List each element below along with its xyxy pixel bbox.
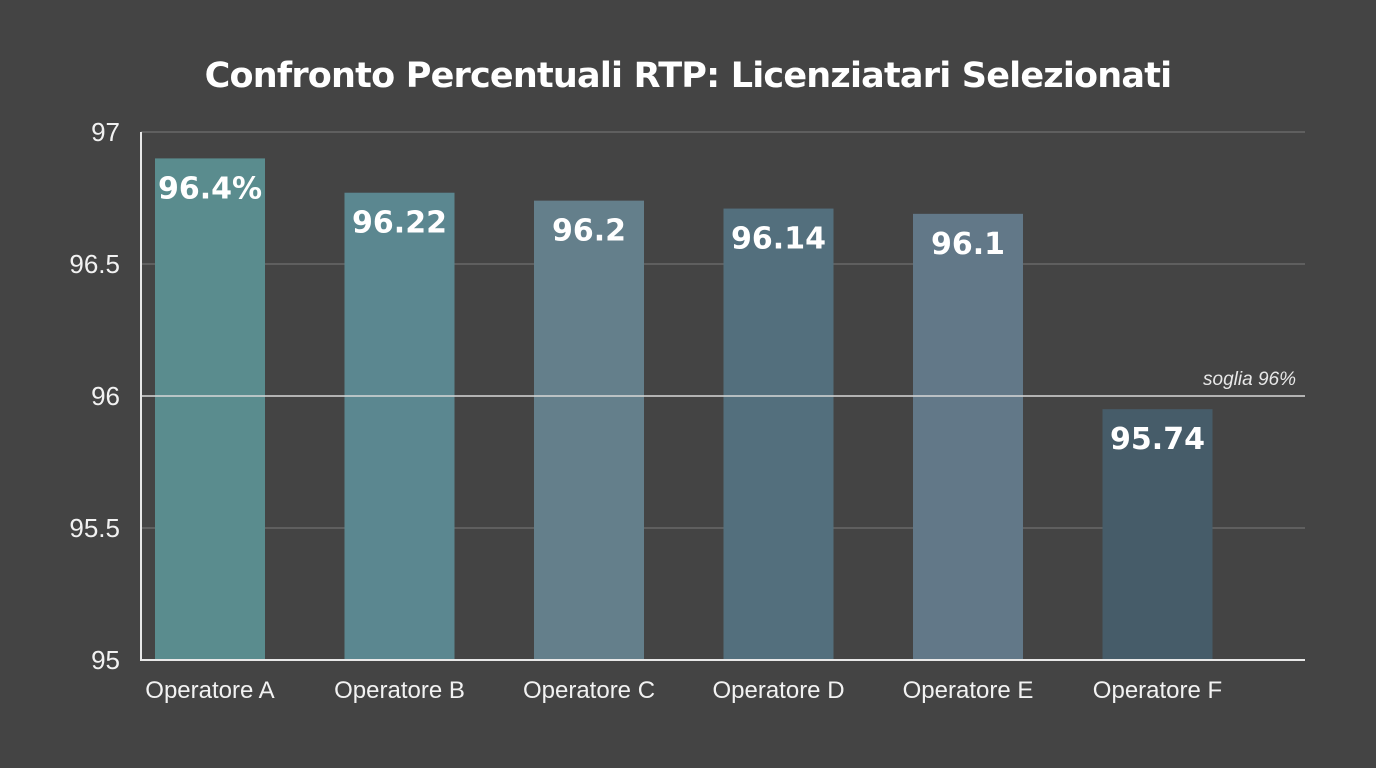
- bar: [534, 200, 644, 660]
- y-tick-label: 96: [91, 381, 120, 411]
- bar: [723, 208, 834, 660]
- bar: [155, 158, 265, 660]
- bar-value-label: 96.4%: [158, 171, 262, 206]
- bar: [1102, 409, 1213, 660]
- x-tick-label: Operatore D: [712, 677, 844, 704]
- x-tick-label: Operatore B: [334, 677, 465, 704]
- bar-value-label: 96.22: [352, 206, 447, 241]
- bar-value-label: 96.1: [931, 227, 1005, 262]
- bar-value-label: 96.2: [552, 214, 626, 249]
- bar-value-label: 95.74: [1110, 422, 1205, 457]
- threshold-label: soglia 96%: [1203, 369, 1296, 390]
- y-tick-label: 97: [91, 117, 120, 147]
- x-tick-label: Operatore C: [523, 677, 655, 704]
- x-tick-label: Operatore A: [145, 677, 274, 704]
- x-tick-label: Operatore E: [903, 677, 1034, 704]
- y-tick-label: 95.5: [69, 513, 120, 543]
- y-tick-label: 95: [91, 645, 120, 675]
- bar-value-label: 96.14: [731, 222, 826, 257]
- y-tick-label: 96.5: [69, 249, 120, 279]
- bar: [913, 213, 1023, 660]
- x-tick-label: Operatore F: [1093, 677, 1222, 704]
- chart-title: Confronto Percentuali RTP: Licenziatari …: [204, 56, 1172, 96]
- bar: [344, 192, 455, 660]
